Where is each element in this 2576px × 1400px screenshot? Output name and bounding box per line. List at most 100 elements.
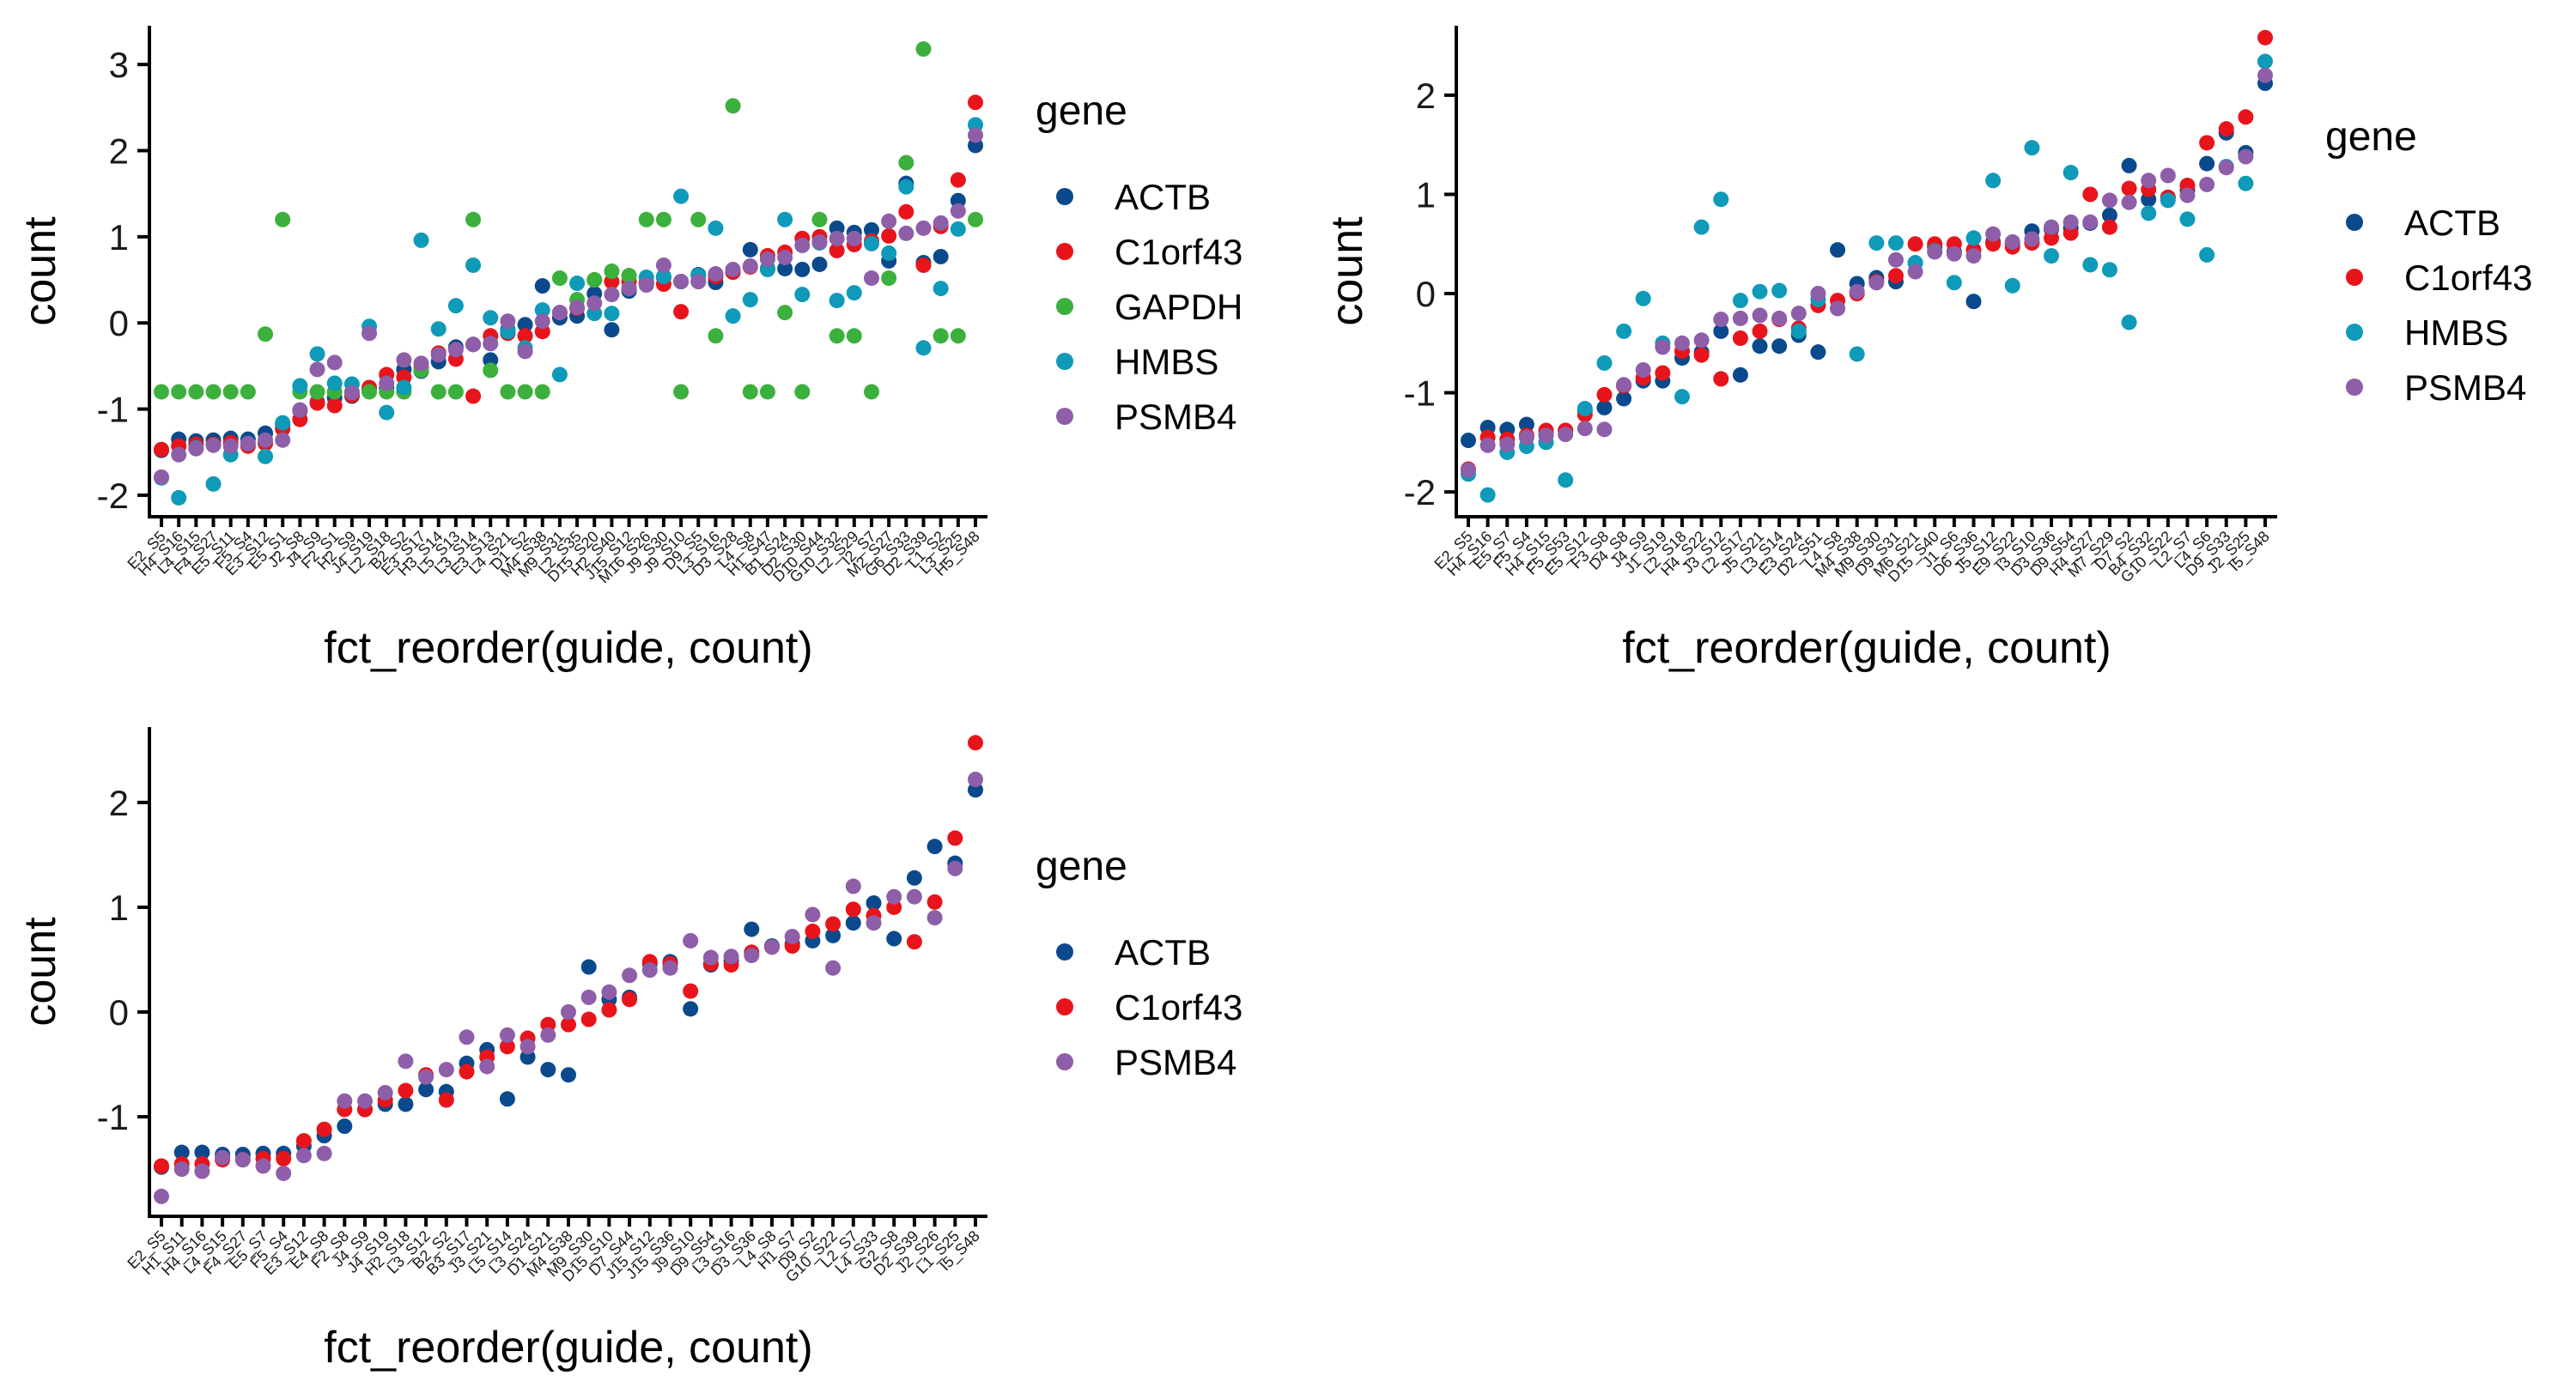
data-point-psmb4 — [2121, 194, 2137, 210]
data-point-actb — [811, 256, 828, 272]
data-point-psmb4 — [398, 1053, 414, 1070]
legend-key-psmb4 — [1056, 1053, 1073, 1070]
data-point-psmb4 — [683, 932, 699, 948]
data-point-actb — [1518, 416, 1534, 433]
data-point-hmbs — [655, 269, 671, 285]
data-point-psmb4 — [742, 258, 758, 274]
data-point-psmb4 — [2179, 187, 2196, 203]
data-point-psmb4 — [2218, 160, 2234, 176]
data-point-c1orf43 — [154, 1158, 169, 1174]
data-point-psmb4 — [154, 1188, 169, 1204]
data-point-hmbs — [881, 245, 897, 261]
data-point-gapdh — [950, 328, 966, 344]
legend-key-psmb4 — [1056, 408, 1073, 425]
data-point-psmb4 — [361, 325, 378, 342]
x-axis-title: fct_reorder(guide, count) — [324, 623, 812, 673]
data-point-gapdh — [430, 384, 447, 400]
data-point-psmb4 — [1461, 462, 1476, 478]
legend-key-c1orf43 — [1056, 998, 1073, 1015]
data-point-hmbs — [2044, 248, 2060, 264]
chart-panel-3: -1 0 1 2 E2_S5 H1_S11 H4_S16 L4_S15 F4_S27 E5_S7 F… — [0, 700, 1305, 1400]
data-point-psmb4 — [2141, 173, 2157, 189]
data-point-actb — [1732, 367, 1748, 383]
data-point-hmbs — [1577, 401, 1593, 417]
data-point-actb — [863, 221, 879, 238]
data-point-actb — [906, 870, 922, 886]
data-point-psmb4 — [866, 915, 882, 931]
data-point-actb — [933, 248, 949, 264]
data-point-hmbs — [2121, 314, 2137, 330]
data-point-gapdh — [483, 362, 499, 379]
legend-label: ACTB — [1115, 177, 1211, 217]
data-point-actb — [173, 1144, 190, 1161]
data-point-hmbs — [1558, 472, 1574, 488]
data-point-hmbs — [742, 292, 758, 308]
data-point-hmbs — [2160, 192, 2176, 209]
data-point-gapdh — [829, 328, 845, 344]
chart-panel-1: -2 -1 0 1 2 3 E2_S5 H4_S16 L4_S15 F4_S27 E5_S11 F5_… — [0, 0, 1305, 700]
data-point-gapdh — [551, 270, 568, 287]
data-point-gapdh — [708, 328, 724, 344]
data-point-hmbs — [673, 188, 690, 204]
data-point-actb — [2101, 207, 2117, 223]
data-point-c1orf43 — [2101, 219, 2117, 235]
data-point-psmb4 — [1907, 264, 1923, 280]
data-point-psmb4 — [1693, 332, 1710, 348]
data-point-gapdh — [500, 384, 516, 400]
data-point-psmb4 — [465, 336, 482, 353]
data-point-psmb4 — [1635, 361, 1651, 378]
data-point-psmb4 — [1596, 421, 1613, 438]
data-point-hmbs — [1790, 323, 1807, 339]
data-point-psmb4 — [2024, 231, 2040, 247]
data-point-psmb4 — [1674, 335, 1690, 351]
data-point-c1orf43 — [1752, 323, 1768, 339]
data-point-psmb4 — [2160, 167, 2176, 184]
data-point-psmb4 — [580, 989, 597, 1005]
legend-label: PSMB4 — [1115, 1042, 1236, 1082]
data-point-psmb4 — [275, 432, 291, 448]
data-point-psmb4 — [950, 203, 966, 219]
chart-svg: -1012E2_S5H1_S11H4_S16L4_S15F4_S27E5_S7F… — [15, 727, 1242, 1373]
y-tick-label: 1 — [109, 888, 129, 928]
data-point-gapdh — [258, 326, 274, 342]
data-point-c1orf43 — [805, 924, 821, 940]
data-point-hmbs — [794, 287, 811, 303]
data-point-psmb4 — [1558, 427, 1574, 443]
data-point-psmb4 — [638, 277, 654, 294]
data-point-psmb4 — [1849, 283, 1865, 300]
data-point-hmbs — [1752, 283, 1768, 300]
data-point-psmb4 — [662, 960, 678, 976]
data-point-hmbs — [604, 306, 620, 322]
data-point-hmbs — [1887, 235, 1904, 252]
data-point-psmb4 — [517, 343, 533, 360]
y-tick-label: 0 — [109, 303, 129, 343]
data-point-c1orf43 — [438, 1092, 454, 1108]
data-point-psmb4 — [357, 1093, 373, 1109]
data-point-psmb4 — [292, 402, 308, 418]
data-point-psmb4 — [604, 287, 620, 303]
data-point-psmb4 — [1518, 429, 1534, 445]
data-point-gapdh — [863, 384, 879, 400]
data-point-psmb4 — [601, 984, 617, 1000]
data-point-psmb4 — [1887, 252, 1904, 268]
data-point-c1orf43 — [1887, 268, 1904, 284]
y-tick-label: 1 — [109, 217, 129, 258]
data-point-hmbs — [258, 448, 274, 464]
data-point-psmb4 — [622, 967, 638, 984]
data-point-psmb4 — [154, 469, 169, 485]
data-point-hmbs — [1693, 219, 1710, 235]
data-point-psmb4 — [1810, 286, 1826, 301]
data-point-gapdh — [777, 305, 793, 321]
legend-label: ACTB — [1115, 932, 1211, 973]
data-point-hmbs — [275, 415, 291, 431]
legend-title: gene — [1036, 88, 1127, 134]
data-point-c1orf43 — [309, 395, 325, 411]
data-point-c1orf43 — [825, 916, 841, 932]
data-point-psmb4 — [1771, 310, 1788, 326]
data-point-c1orf43 — [316, 1121, 332, 1137]
data-point-psmb4 — [1732, 310, 1748, 326]
data-point-c1orf43 — [683, 983, 699, 999]
data-point-psmb4 — [690, 274, 707, 290]
data-point-psmb4 — [1616, 377, 1632, 393]
data-point-actb — [1616, 391, 1632, 407]
